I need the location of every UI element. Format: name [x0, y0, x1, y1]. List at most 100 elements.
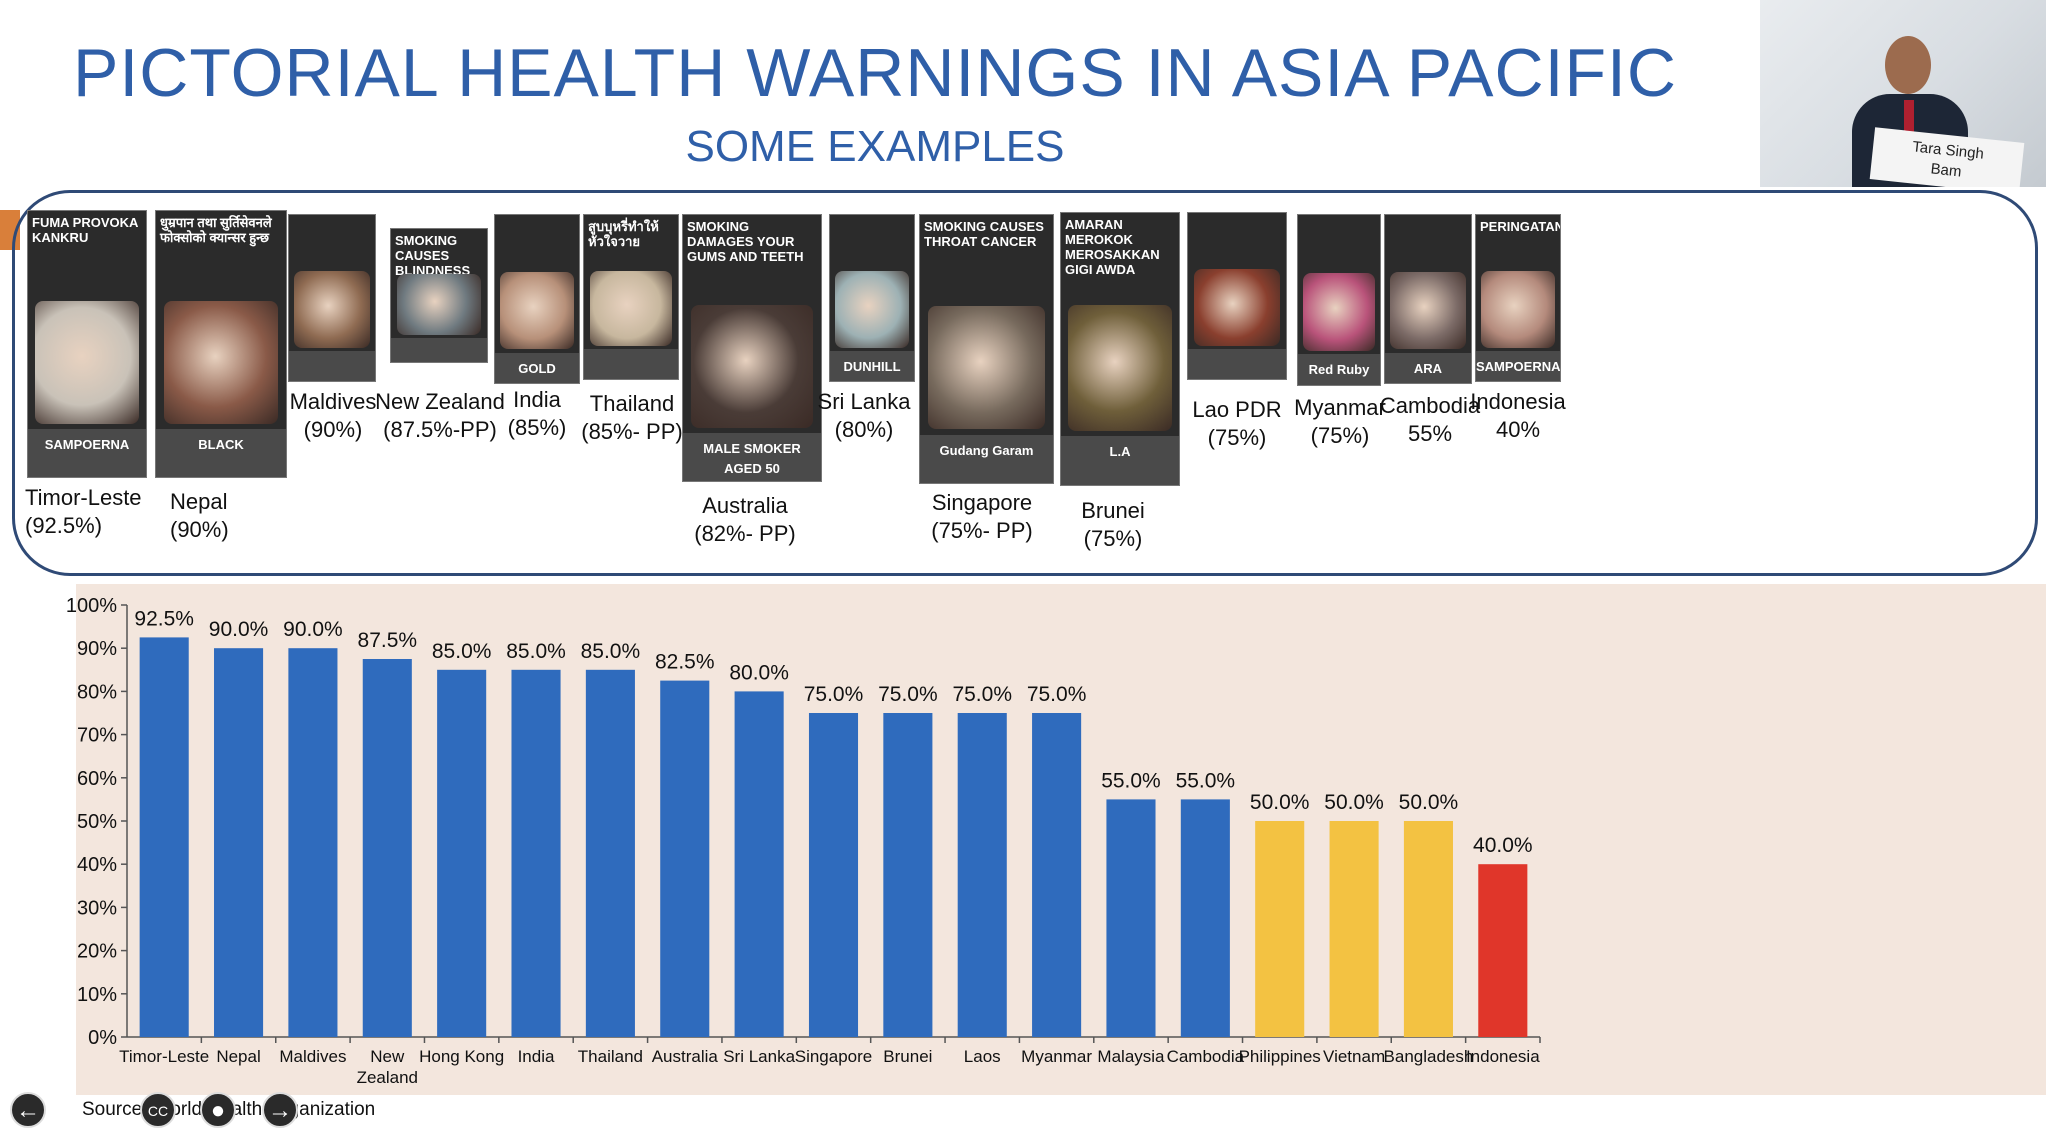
x-tick-label: Myanmar	[1021, 1047, 1092, 1066]
data-label: 80.0%	[729, 661, 789, 684]
pack-caption: Brunei (75%)	[1053, 497, 1173, 553]
data-label: 87.5%	[358, 629, 418, 652]
pack-warning-photo	[1193, 269, 1281, 346]
pack-caption: Indonesia 40%	[1459, 388, 1577, 444]
pack-country-label: Timor-Leste	[25, 485, 142, 510]
bar	[1032, 713, 1082, 1037]
pack-brand-text	[1188, 349, 1286, 379]
x-tick-label: Bangladesh	[1384, 1047, 1474, 1066]
x-tick-label: Nepal	[216, 1047, 260, 1066]
pointer-button[interactable]: ●	[200, 1092, 236, 1128]
pack-caption: New Zealand (87.5%-PP)	[350, 388, 530, 444]
data-label: 75.0%	[1027, 683, 1087, 706]
pack-caption: Lao PDR (75%)	[1182, 396, 1292, 452]
y-tick-label: 20%	[77, 941, 117, 963]
pack-warning-text: AMARAN MEROKOK MEROSAKKAN GIGI AWDA	[1065, 217, 1160, 277]
pack-warning-photo	[1068, 305, 1172, 431]
data-label: 75.0%	[804, 683, 864, 706]
pack-brand-text: ARA	[1385, 352, 1471, 383]
x-tick-label: Sri Lanka	[723, 1047, 795, 1066]
pack-warning-photo	[163, 301, 279, 424]
x-tick-label: New Zealand	[357, 1047, 418, 1087]
data-label: 92.5%	[134, 607, 194, 630]
x-tick-label: Cambodia	[1167, 1047, 1245, 1066]
pack-caption: Australia (82%- PP)	[655, 492, 835, 548]
pack-coverage-label: (90%)	[170, 517, 229, 542]
pack-caption: Timor-Leste (92.5%)	[25, 484, 145, 540]
y-tick-label: 70%	[77, 725, 117, 747]
pack-brand-text: SAMPOERNA	[28, 429, 146, 477]
data-label: 90.0%	[283, 618, 343, 641]
cigarette-pack-image: SMOKING DAMAGES YOUR GUMS AND TEETH MALE …	[682, 214, 822, 482]
bar	[883, 713, 933, 1037]
pack-coverage-label: (85%- PP)	[581, 419, 683, 444]
presenter-webcam: Tara Singh Bam	[1760, 0, 2046, 187]
x-tick-label: Thailand	[578, 1047, 643, 1066]
pack-brand-text: SAMPOERNA	[1476, 351, 1560, 381]
bar	[734, 691, 784, 1037]
pack-country-label: Cambodia	[1379, 393, 1481, 418]
pack-warning-photo	[1302, 272, 1376, 351]
pack-warning-photo	[589, 270, 673, 347]
pack-country-label: Myanmar	[1294, 395, 1386, 420]
cigarette-pack-image: ARA	[1384, 214, 1472, 384]
data-label: 85.0%	[506, 640, 566, 663]
bar	[1255, 821, 1305, 1037]
data-label: 55.0%	[1176, 769, 1236, 792]
y-tick-label: 90%	[77, 638, 117, 660]
pack-coverage-label: 55%	[1407, 421, 1453, 446]
pack-country-label: Australia	[702, 493, 788, 518]
pack-coverage-label: (75%- PP)	[931, 518, 1033, 543]
bar	[362, 659, 412, 1037]
captions-button[interactable]: CC	[140, 1092, 176, 1128]
y-tick-label: 30%	[77, 897, 117, 919]
x-tick-label: Hong Kong	[419, 1047, 504, 1066]
pack-coverage-label: (90%)	[303, 417, 363, 442]
pack-country-label: New Zealand	[375, 389, 505, 414]
y-tick-label: 80%	[77, 681, 117, 703]
data-label: 90.0%	[209, 618, 269, 641]
pack-brand-text: L.A	[1061, 436, 1179, 485]
pack-coverage-label: (82%- PP)	[694, 521, 796, 546]
x-tick-label: Philippines	[1239, 1047, 1321, 1066]
data-label: 82.5%	[655, 651, 715, 674]
pack-brand-text	[289, 351, 375, 381]
cigarette-pack-image: GOLD FLAKE	[494, 214, 580, 384]
pack-country-label: Indonesia	[1470, 389, 1566, 414]
pack-warning-photo	[691, 305, 813, 428]
bar	[957, 713, 1007, 1037]
pack-coverage-label: (75%)	[1310, 423, 1370, 448]
next-slide-button[interactable]: →	[262, 1092, 298, 1128]
y-tick-label: 60%	[77, 768, 117, 790]
pack-warning-photo	[35, 301, 139, 424]
pack-country-label: Lao PDR	[1192, 397, 1282, 422]
slide-subtitle: SOME EXAMPLES	[685, 122, 1065, 171]
bar	[660, 680, 710, 1037]
bar	[214, 648, 264, 1037]
bar	[437, 669, 487, 1037]
pack-warning-photo	[294, 271, 370, 348]
bar	[1403, 821, 1453, 1037]
pack-brand-text	[584, 349, 678, 379]
bar	[1106, 799, 1156, 1037]
pack-warning-text: SMOKING DAMAGES YOUR GUMS AND TEETH	[687, 219, 804, 264]
pack-warning-text: PERINGATAN	[1480, 219, 1561, 234]
pack-coverage-label: (87.5%-PP)	[383, 417, 497, 442]
pack-brand-text: Gudang Garam	[920, 434, 1053, 483]
pack-country-label: Nepal	[170, 489, 228, 514]
pack-warning-photo	[1390, 272, 1466, 350]
cigarette-pack-image: AMARAN MEROKOK MEROSAKKAN GIGI AWDA L.A	[1060, 212, 1180, 486]
pack-coverage-label: (85%)	[507, 415, 567, 440]
pack-warning-photo	[1481, 271, 1555, 348]
y-tick-label: 100%	[66, 595, 117, 617]
pack-country-label: Maldives	[289, 389, 377, 414]
data-label: 50.0%	[1324, 791, 1384, 814]
pack-coverage-label: (92.5%)	[25, 513, 103, 538]
pack-brand-text: DUNHILL	[830, 351, 914, 381]
pack-country-label: Sri Lanka	[817, 389, 911, 414]
pack-caption: Maldives (90%)	[288, 388, 378, 444]
cigarette-pack-image: DUNHILL	[829, 214, 915, 382]
previous-slide-button[interactable]: ←	[10, 1092, 46, 1128]
pack-warning-text: SMOKING CAUSES THROAT CANCER	[924, 219, 1044, 249]
